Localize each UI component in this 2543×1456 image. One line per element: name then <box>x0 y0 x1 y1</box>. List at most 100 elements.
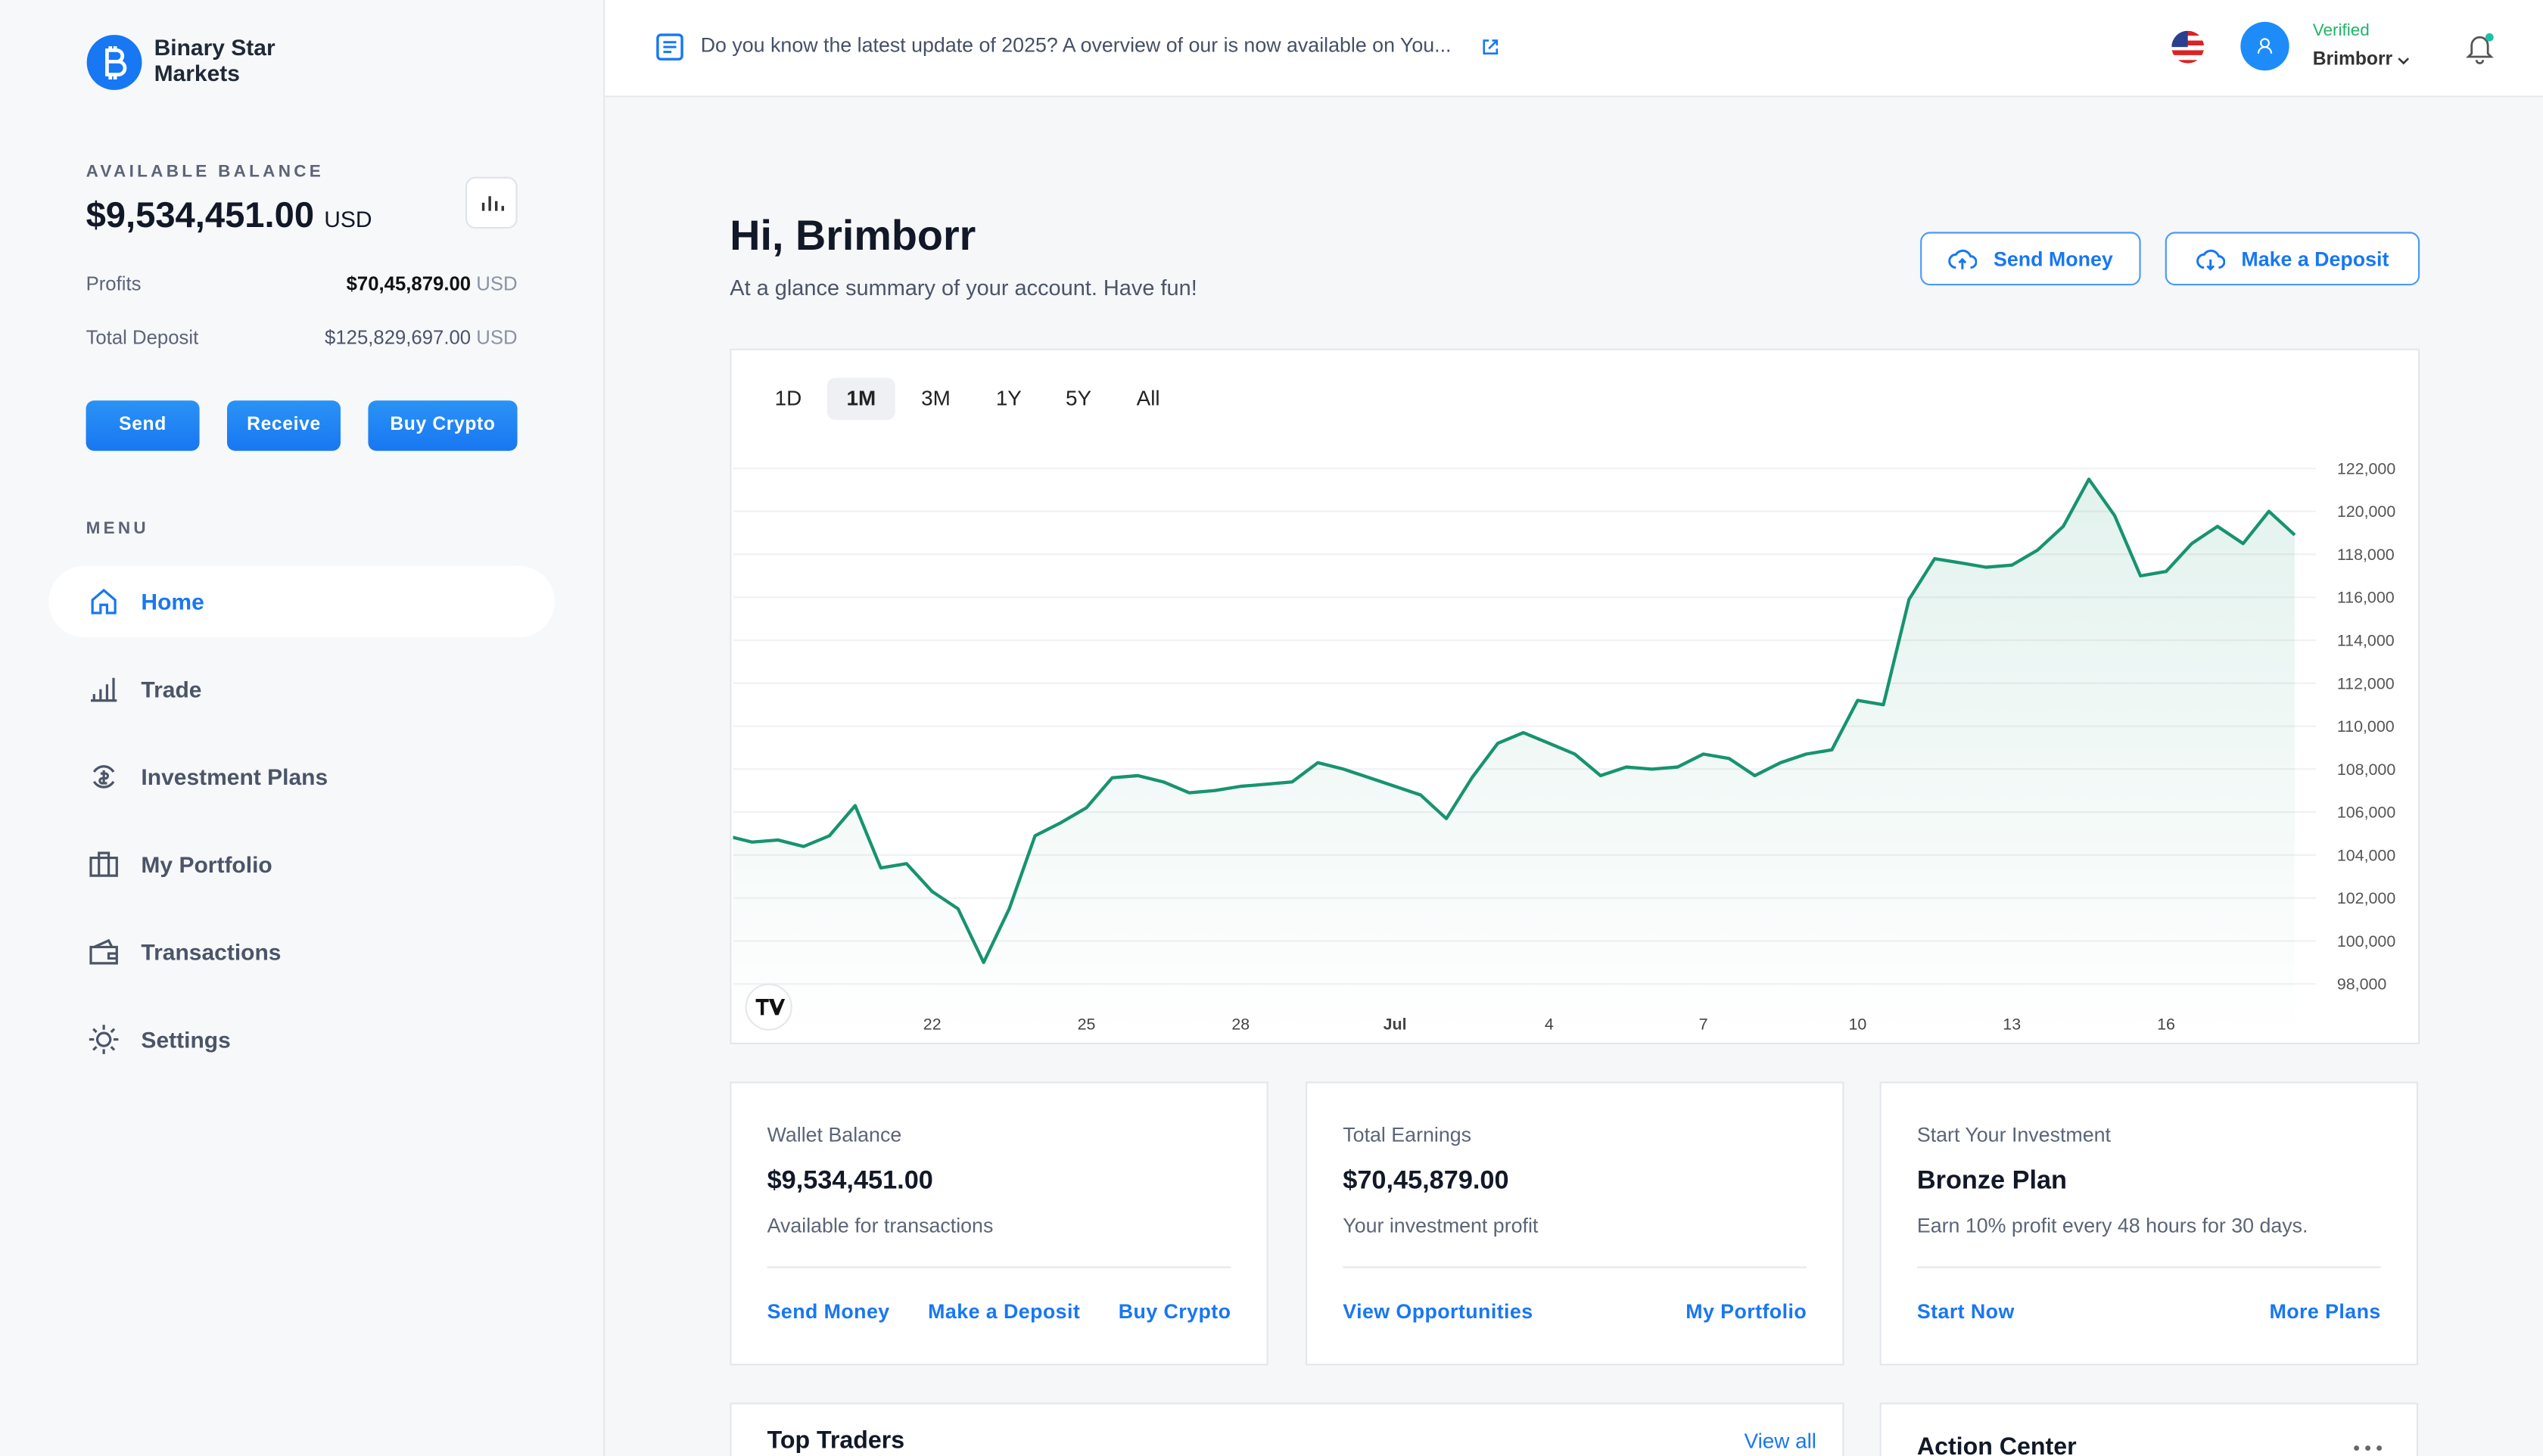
menu-item[interactable]: Investment Plans <box>48 741 555 812</box>
user-name[interactable]: Brimborr <box>2312 50 2393 70</box>
stat-label: Total Deposit <box>86 325 199 349</box>
y-tick-label: 104,000 <box>2337 846 2395 864</box>
card-link[interactable]: Buy Crypto <box>1118 1300 1231 1324</box>
sidebar: Binary Star Markets AVAILABLE BALANCE $9… <box>0 0 605 1456</box>
announcement[interactable]: Do you know the latest update of 2025? A… <box>700 34 1452 57</box>
header-button[interactable]: Make a Deposit <box>2165 232 2420 286</box>
bell[interactable] <box>2462 30 2498 65</box>
balance-value: $9,534,451.00 <box>86 194 315 235</box>
menu-label: MENU <box>86 518 149 539</box>
action-button[interactable]: Send <box>86 400 200 451</box>
card-link[interactable]: My Portfolio <box>1685 1300 1807 1324</box>
menu-icon-path <box>92 765 115 789</box>
chart-card: 1D 1M 3M 1Y 5Y All 98,000 100,000 102,000 104,00… <box>730 348 2420 1045</box>
y-tick-label: 108,000 <box>2337 761 2395 779</box>
range-tab[interactable]: 3M <box>921 385 951 411</box>
area <box>733 479 2295 1038</box>
menu-label: Home <box>141 588 204 615</box>
menu-icon-path <box>91 588 117 614</box>
balance-currency: USD <box>324 206 372 232</box>
more-icon[interactable] <box>2352 1443 2384 1453</box>
y-tick-label: 98,000 <box>2337 975 2387 994</box>
menu-item[interactable]: Home <box>48 565 555 638</box>
menu-item[interactable]: Trade <box>48 654 555 725</box>
card-link[interactable]: More Plans <box>2269 1300 2381 1324</box>
header-button-label: Send Money <box>1993 247 2113 270</box>
button-icon-path <box>1948 248 1978 269</box>
plot <box>733 478 2296 1038</box>
card-note: Earn 10% profit every 48 hours for 30 da… <box>1916 1215 2308 1237</box>
y-tick-label: 122,000 <box>2337 459 2395 478</box>
balance-label: AVAILABLE BALANCE <box>86 162 325 182</box>
card-divider <box>1343 1266 1807 1268</box>
top-traders-title: Top Traders <box>767 1426 905 1455</box>
stat-currency: USD <box>476 325 518 349</box>
menu-icon-path <box>89 1025 119 1054</box>
y-tick-label: 106,000 <box>2337 804 2395 822</box>
range-tab[interactable]: 5Y <box>1065 385 1092 411</box>
subtitle: At a glance summary of your account. Hav… <box>730 275 1197 300</box>
summary-card: Total Earnings $70,45,879.00 Your investme… <box>1306 1081 1844 1366</box>
price-line <box>733 478 2296 964</box>
y-tick-label: 114,000 <box>2337 632 2395 650</box>
logo <box>86 35 142 90</box>
card-title: Total Earnings <box>1343 1124 1472 1146</box>
action-button[interactable]: Buy Crypto <box>368 400 518 451</box>
menu-label: My Portfolio <box>141 851 272 878</box>
menu-icon <box>92 765 115 789</box>
stat-value-row: $70,45,879.00 USD <box>347 272 518 295</box>
card-value: $9,534,451.00 <box>767 1167 933 1196</box>
card-link[interactable]: Make a Deposit <box>928 1300 1081 1324</box>
menu-item[interactable]: Settings <box>48 1003 555 1075</box>
external-icon <box>1483 39 1499 54</box>
menu-item[interactable]: Transactions <box>48 916 555 988</box>
chart: 98,000 100,000 102,000 104,000 106,000 108,00… <box>733 459 2395 1038</box>
verified-status: Verified <box>2312 20 2370 41</box>
x-tick-label: 4 <box>1545 1016 1554 1034</box>
avatar[interactable] <box>2240 21 2289 71</box>
card-divider <box>1916 1266 2381 1268</box>
menu-item[interactable]: My Portfolio <box>48 829 555 900</box>
menu-icon-path <box>90 677 117 702</box>
action-center-card: Action Center <box>1879 1402 2418 1456</box>
chart-button[interactable] <box>465 176 518 229</box>
y-tick-label: 102,000 <box>2337 889 2395 907</box>
menu-icon-path <box>89 851 118 877</box>
y-tick-label: 112,000 <box>2337 674 2395 692</box>
menu-icon <box>89 851 118 877</box>
card-links: Start Now More Plans <box>1917 1301 2381 1324</box>
range-tab[interactable]: 1D <box>774 385 802 411</box>
y-tick-label: 116,000 <box>2337 589 2395 607</box>
summary-card: Wallet Balance $9,534,451.00 Available for… <box>730 1081 1268 1366</box>
y-tick-label: 110,000 <box>2337 717 2395 736</box>
card-note: Available for transactions <box>767 1215 994 1237</box>
menu-icon <box>91 588 117 614</box>
summary-card: Start Your Investment Bronze Plan Earn 10%… <box>1879 1081 2418 1366</box>
view-all[interactable]: View all <box>1744 1428 1816 1453</box>
card-value: Bronze Plan <box>1916 1167 2068 1196</box>
card-link[interactable]: Send Money <box>767 1300 890 1324</box>
chart-icon <box>481 196 504 211</box>
stat-value: $70,45,879.00 <box>346 272 472 295</box>
dropdown-caret <box>2398 58 2410 65</box>
range-tab[interactable]: All <box>1136 385 1160 411</box>
y-tick-label: 120,000 <box>2337 502 2395 521</box>
card-link[interactable]: View Opportunities <box>1343 1300 1533 1324</box>
header-button[interactable]: Send Money <box>1920 232 2141 286</box>
balance: $9,534,451.00 USD <box>86 194 372 237</box>
card-link[interactable]: Start Now <box>1916 1300 2015 1324</box>
card-note: Your investment profit <box>1343 1215 1539 1237</box>
range-tab[interactable]: 1Y <box>995 385 1022 411</box>
flag[interactable] <box>2170 30 2205 65</box>
x-tick-label: 13 <box>2003 1016 2021 1034</box>
button-icon-path <box>2196 248 2225 270</box>
menu-icon <box>89 1025 119 1054</box>
brand: Binary Star Markets <box>154 34 275 86</box>
range-tab[interactable]: 1M <box>826 378 895 420</box>
action-button[interactable]: Receive <box>227 400 341 451</box>
x-tick-label: 7 <box>1699 1016 1708 1034</box>
menu-icon <box>89 938 118 965</box>
action-center-title: Action Center <box>1916 1433 2077 1456</box>
tv-badge <box>745 983 792 1031</box>
